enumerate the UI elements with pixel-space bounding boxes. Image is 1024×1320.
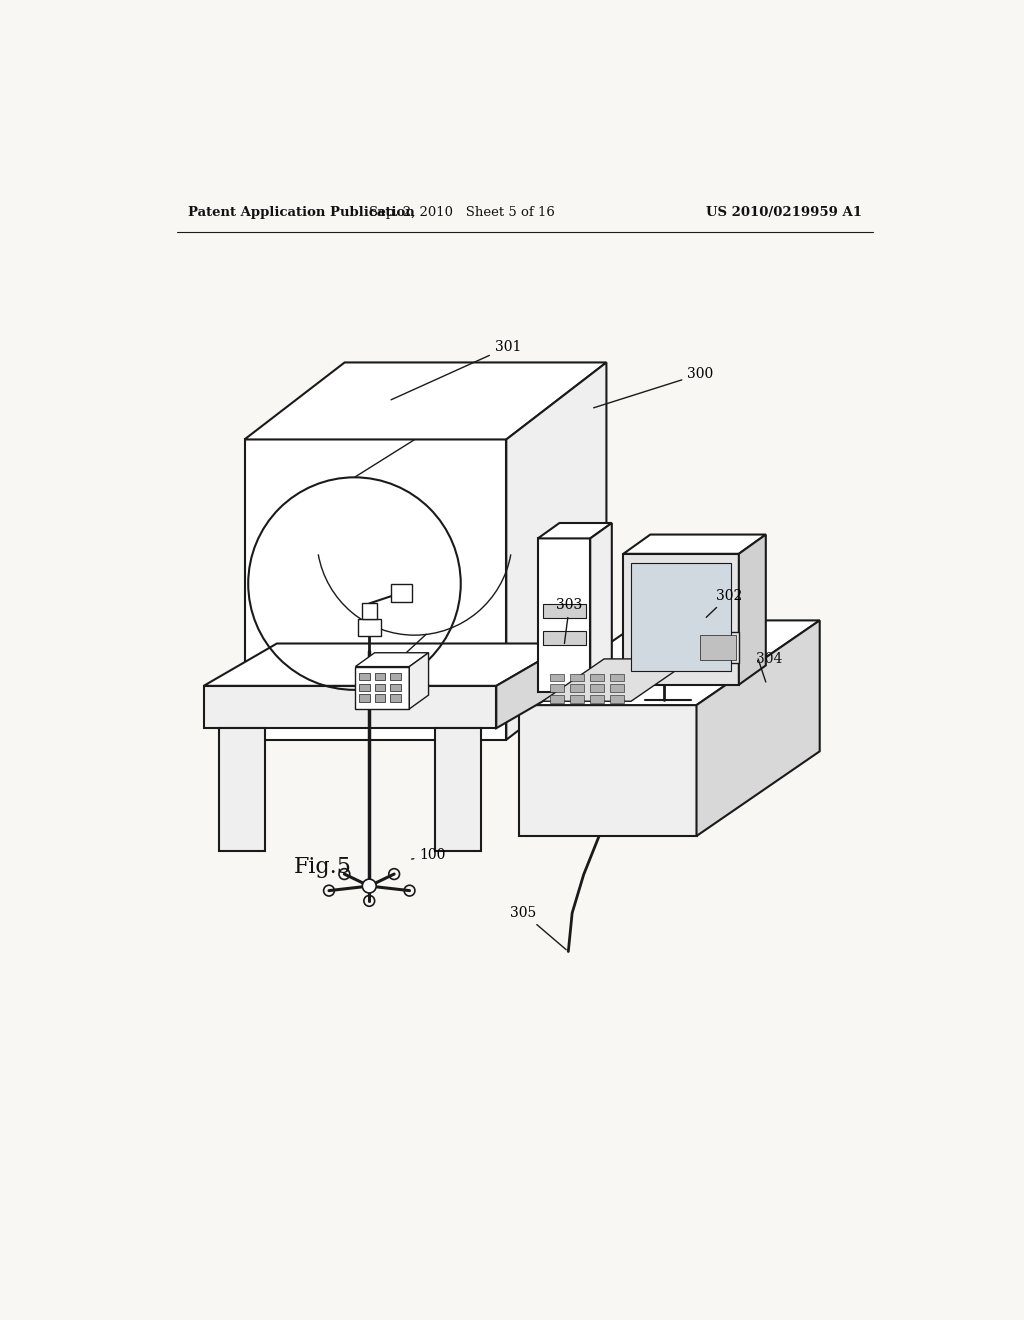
Bar bbox=[359, 684, 370, 692]
Bar bbox=[550, 684, 564, 692]
Bar bbox=[550, 673, 564, 681]
Bar bbox=[359, 673, 370, 681]
Bar bbox=[590, 673, 604, 681]
Polygon shape bbox=[739, 535, 766, 685]
Text: 302: 302 bbox=[707, 589, 742, 618]
Polygon shape bbox=[361, 603, 377, 619]
Text: Patent Application Publication: Patent Application Publication bbox=[188, 206, 415, 219]
Polygon shape bbox=[624, 554, 739, 685]
Polygon shape bbox=[696, 620, 819, 836]
Polygon shape bbox=[355, 667, 410, 709]
Bar bbox=[570, 696, 584, 702]
Text: 303: 303 bbox=[556, 598, 583, 643]
Bar bbox=[390, 684, 400, 692]
Bar bbox=[359, 694, 370, 702]
Polygon shape bbox=[696, 632, 739, 663]
Polygon shape bbox=[245, 363, 606, 440]
Polygon shape bbox=[538, 539, 590, 693]
Circle shape bbox=[362, 879, 376, 892]
Polygon shape bbox=[624, 535, 766, 554]
Polygon shape bbox=[538, 523, 611, 539]
Bar bbox=[375, 694, 385, 702]
Polygon shape bbox=[245, 440, 506, 739]
Polygon shape bbox=[355, 653, 429, 667]
Bar bbox=[390, 673, 400, 681]
Bar bbox=[610, 684, 625, 692]
Polygon shape bbox=[410, 653, 429, 709]
Bar bbox=[570, 673, 584, 681]
Polygon shape bbox=[519, 705, 696, 836]
Bar bbox=[390, 694, 400, 702]
Bar bbox=[699, 635, 736, 660]
Bar bbox=[375, 684, 385, 692]
Bar bbox=[543, 631, 586, 644]
Bar bbox=[375, 673, 385, 681]
Polygon shape bbox=[506, 363, 606, 739]
Polygon shape bbox=[391, 585, 412, 602]
Text: Fig.5: Fig.5 bbox=[294, 855, 352, 878]
Polygon shape bbox=[357, 619, 381, 636]
Bar bbox=[610, 696, 625, 702]
Text: US 2010/0219959 A1: US 2010/0219959 A1 bbox=[707, 206, 862, 219]
Text: 301: 301 bbox=[391, 341, 521, 400]
Text: 305: 305 bbox=[510, 906, 566, 949]
Polygon shape bbox=[519, 620, 819, 705]
Text: Sep. 2, 2010   Sheet 5 of 16: Sep. 2, 2010 Sheet 5 of 16 bbox=[369, 206, 555, 219]
Bar bbox=[610, 673, 625, 681]
Text: 300: 300 bbox=[594, 367, 714, 408]
Bar bbox=[631, 564, 731, 671]
Polygon shape bbox=[204, 686, 497, 729]
Bar bbox=[570, 684, 584, 692]
Bar bbox=[543, 603, 586, 618]
Polygon shape bbox=[590, 523, 611, 693]
Polygon shape bbox=[543, 659, 692, 701]
Bar bbox=[590, 684, 604, 692]
Polygon shape bbox=[204, 644, 569, 686]
Bar bbox=[590, 696, 604, 702]
Polygon shape bbox=[219, 729, 265, 851]
Text: 304: 304 bbox=[757, 652, 782, 665]
Text: 100: 100 bbox=[412, 849, 445, 862]
Bar bbox=[550, 696, 564, 702]
Polygon shape bbox=[435, 729, 481, 851]
Polygon shape bbox=[497, 644, 569, 729]
